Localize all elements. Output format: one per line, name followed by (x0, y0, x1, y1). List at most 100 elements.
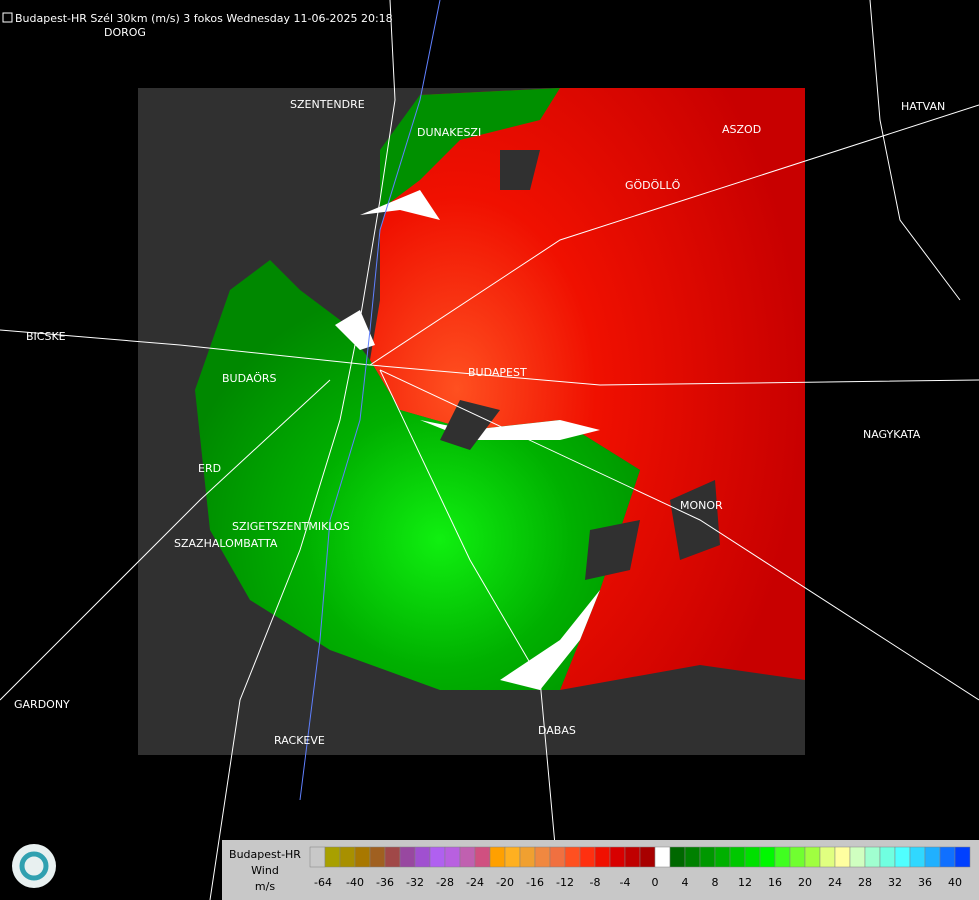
legend-tick-label: 16 (768, 876, 782, 889)
color-swatch (369, 846, 386, 868)
color-swatch (939, 846, 956, 868)
color-swatch (504, 846, 521, 868)
color-swatch (384, 846, 401, 868)
city-label: BICSKE (26, 330, 66, 343)
legend-tick-label: -64 (314, 876, 332, 889)
city-label: SZENTENDRE (290, 98, 365, 111)
color-swatch (309, 846, 326, 868)
green-echo (195, 260, 640, 690)
color-swatch (414, 846, 431, 868)
logo (12, 844, 56, 888)
color-swatch (684, 846, 701, 868)
menu-icon[interactable] (2, 12, 13, 23)
river (299, 0, 441, 801)
legend-tick-label: -16 (526, 876, 544, 889)
color-swatch (639, 846, 656, 868)
color-swatch (729, 846, 746, 868)
legend-unit: m/s (255, 880, 275, 893)
city-label: GARDONY (14, 698, 70, 711)
legend: Budapest-HR Wind m/s -64 -40 -36 -32 -28 -24-… (222, 840, 979, 900)
city-label: DOROG (104, 26, 146, 39)
color-swatch (894, 846, 911, 868)
legend-station: Budapest-HR (229, 848, 301, 861)
color-swatch (864, 846, 881, 868)
color-swatch (354, 846, 371, 868)
city-label: ASZOD (722, 123, 761, 136)
legend-tick-label: 0 (652, 876, 659, 889)
city-label: NAGYKATA (863, 428, 921, 441)
city-label: DUNAKESZI (417, 126, 481, 139)
city-label: BUDAPEST (468, 366, 527, 379)
legend-quantity: Wind (251, 864, 279, 877)
legend-tick-label: -40 (346, 876, 364, 889)
city-label: ERD (198, 462, 221, 475)
city-label: GÖDÖLLŐ (625, 178, 681, 192)
color-swatch (429, 846, 446, 868)
title: Budapest-HR Szél 30km (m/s) 3 fokos Wedn… (15, 12, 393, 25)
legend-tick-label: -36 (376, 876, 394, 889)
color-swatch (759, 846, 776, 868)
no-echo (440, 150, 720, 580)
legend-tick-label: 12 (738, 876, 752, 889)
color-swatch (579, 846, 596, 868)
zero-velocity (335, 190, 600, 690)
color-swatch (339, 846, 356, 868)
color-swatch (954, 846, 971, 868)
legend-tick-label: -20 (496, 876, 514, 889)
radar-echo (195, 88, 805, 690)
color-swatch (444, 846, 461, 868)
color-swatch (714, 846, 731, 868)
color-swatch (399, 846, 416, 868)
color-swatch (534, 846, 551, 868)
legend-tick-label: -4 (620, 876, 631, 889)
color-swatch (879, 846, 896, 868)
color-swatch (474, 846, 491, 868)
color-swatch (819, 846, 836, 868)
logo-mark (19, 851, 49, 881)
color-swatch (519, 846, 536, 868)
legend-tick-label: 8 (712, 876, 719, 889)
color-swatch (564, 846, 581, 868)
city-label: DABAS (538, 724, 576, 737)
color-swatch (669, 846, 686, 868)
legend-tick-label: 20 (798, 876, 812, 889)
color-swatch (744, 846, 761, 868)
legend-tick-label: 40 (948, 876, 962, 889)
legend-tick-label: 32 (888, 876, 902, 889)
city-label: SZAZHALOMBATTA (174, 537, 278, 550)
color-swatch (774, 846, 791, 868)
color-swatch (594, 846, 611, 868)
legend-tick-label: -28 (436, 876, 454, 889)
city-label: BUDAÖRS (222, 372, 277, 385)
legend-tick-label: -32 (406, 876, 424, 889)
legend-tick-label: 36 (918, 876, 932, 889)
legend-tick-label: 28 (858, 876, 872, 889)
color-swatch (909, 846, 926, 868)
city-label: RACKEVE (274, 734, 325, 747)
city-label: SZIGETSZENTMIKLOS (232, 520, 350, 533)
color-swatch (324, 846, 341, 868)
color-swatch (834, 846, 851, 868)
green-echo-north (380, 88, 560, 210)
legend-tick-label: -24 (466, 876, 484, 889)
color-swatch (849, 846, 866, 868)
color-swatch (804, 846, 821, 868)
color-swatch (549, 846, 566, 868)
color-swatch (699, 846, 716, 868)
color-swatch (654, 846, 671, 868)
city-label: HATVAN (901, 100, 945, 113)
color-swatch (489, 846, 506, 868)
legend-tick-label: -12 (556, 876, 574, 889)
city-label: MONOR (680, 499, 723, 512)
color-swatch (624, 846, 641, 868)
color-swatch (609, 846, 626, 868)
legend-tick-label: -8 (590, 876, 601, 889)
legend-tick-label: 24 (828, 876, 842, 889)
color-swatch (924, 846, 941, 868)
color-swatch (459, 846, 476, 868)
legend-tick-label: 4 (682, 876, 689, 889)
color-swatch (789, 846, 806, 868)
